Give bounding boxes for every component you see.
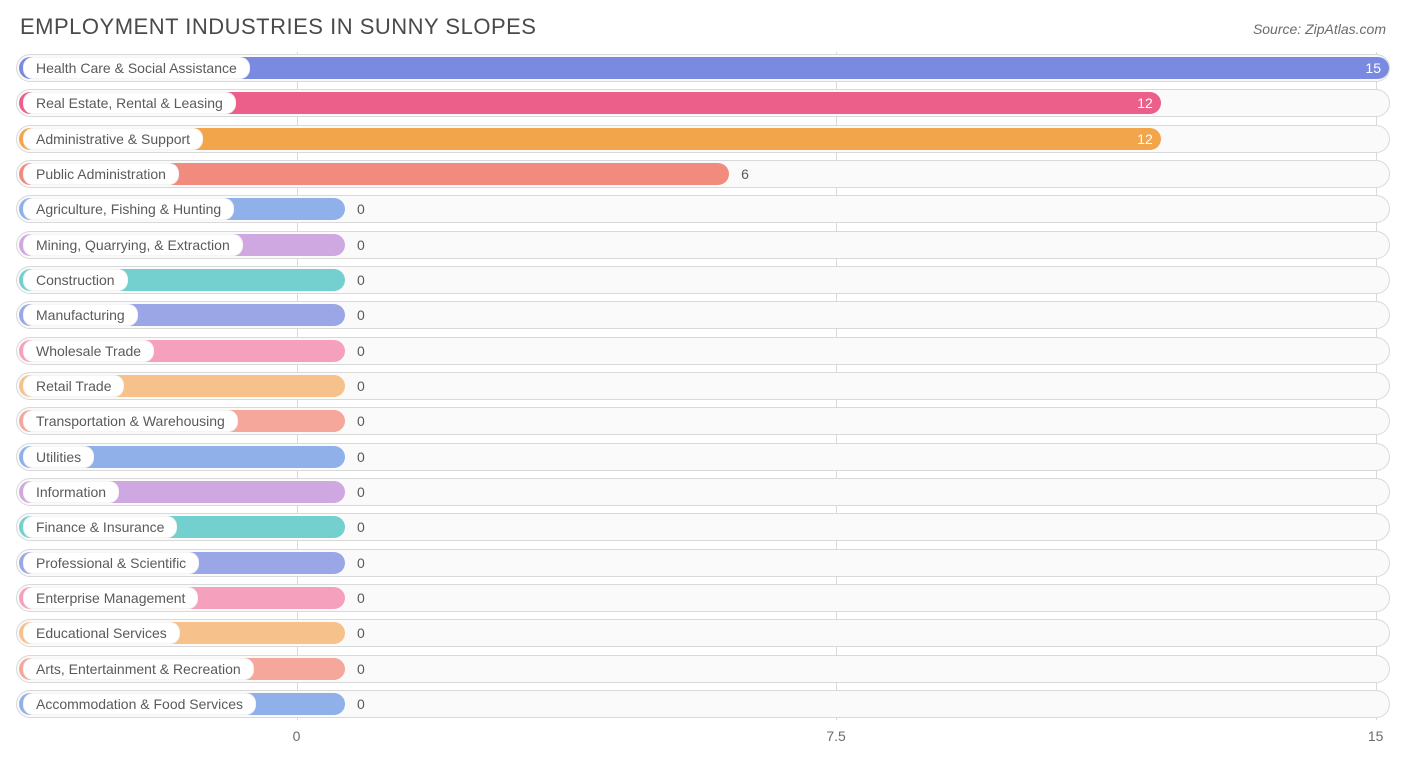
bar-track: 0 Accommodation & Food Services bbox=[16, 690, 1390, 718]
bar-track: 0 Retail Trade bbox=[16, 372, 1390, 400]
chart-x-axis: 0 7.5 15 bbox=[16, 722, 1390, 744]
bar-track: 6 Public Administration bbox=[16, 160, 1390, 188]
bar-track: 0 Manufacturing bbox=[16, 301, 1390, 329]
bar-track: 0 Professional & Scientific bbox=[16, 549, 1390, 577]
bar-value: 15 bbox=[1365, 60, 1381, 76]
bar-value: 0 bbox=[357, 237, 365, 253]
bar-track: 12 Real Estate, Rental & Leasing bbox=[16, 89, 1390, 117]
bar-value: 12 bbox=[1137, 131, 1153, 147]
chart-header: EMPLOYMENT INDUSTRIES IN SUNNY SLOPES So… bbox=[16, 14, 1390, 40]
chart-bars-region: 15 Health Care & Social Assistance 12 Real … bbox=[16, 54, 1390, 718]
bar-track: 0 Arts, Entertainment & Recreation bbox=[16, 655, 1390, 683]
bar-label: Health Care & Social Assistance bbox=[23, 57, 250, 79]
bar-value: 0 bbox=[357, 625, 365, 641]
bar-value: 0 bbox=[357, 590, 365, 606]
bar-track: 0 Utilities bbox=[16, 443, 1390, 471]
chart-area: 15 Health Care & Social Assistance 12 Real … bbox=[16, 54, 1390, 744]
chart-title: EMPLOYMENT INDUSTRIES IN SUNNY SLOPES bbox=[20, 14, 536, 40]
chart-source: Source: ZipAtlas.com bbox=[1253, 21, 1386, 37]
bar-label: Accommodation & Food Services bbox=[23, 693, 256, 715]
bar-track: 0 Wholesale Trade bbox=[16, 337, 1390, 365]
bar-track: 12 Administrative & Support bbox=[16, 125, 1390, 153]
bar-label: Transportation & Warehousing bbox=[23, 410, 238, 432]
bar-value: 0 bbox=[357, 449, 365, 465]
bar-track: 0 Information bbox=[16, 478, 1390, 506]
x-axis-tick: 0 bbox=[293, 728, 301, 744]
bar-label: Administrative & Support bbox=[23, 128, 203, 150]
bar-track: 0 Enterprise Management bbox=[16, 584, 1390, 612]
bar-value: 0 bbox=[357, 413, 365, 429]
bar-value: 0 bbox=[357, 661, 365, 677]
bar-value: 12 bbox=[1137, 95, 1153, 111]
bar-label: Utilities bbox=[23, 446, 94, 468]
bar-label: Agriculture, Fishing & Hunting bbox=[23, 198, 234, 220]
bar-track: 0 Construction bbox=[16, 266, 1390, 294]
bar-label: Information bbox=[23, 481, 119, 503]
bar-track: 0 Transportation & Warehousing bbox=[16, 407, 1390, 435]
bar-label: Construction bbox=[23, 269, 128, 291]
bar-label: Retail Trade bbox=[23, 375, 124, 397]
bar-value: 0 bbox=[357, 555, 365, 571]
bar-label: Mining, Quarrying, & Extraction bbox=[23, 234, 243, 256]
bar-track: 15 Health Care & Social Assistance bbox=[16, 54, 1390, 82]
bar-track: 0 Finance & Insurance bbox=[16, 513, 1390, 541]
bar-track: 0 Agriculture, Fishing & Hunting bbox=[16, 195, 1390, 223]
bar-label: Wholesale Trade bbox=[23, 340, 154, 362]
bar-value: 0 bbox=[357, 201, 365, 217]
bar-value: 0 bbox=[357, 307, 365, 323]
bar-value: 0 bbox=[357, 272, 365, 288]
bar-label: Finance & Insurance bbox=[23, 516, 177, 538]
bar-track: 0 Mining, Quarrying, & Extraction bbox=[16, 231, 1390, 259]
bar-label: Arts, Entertainment & Recreation bbox=[23, 658, 254, 680]
bar-label: Enterprise Management bbox=[23, 587, 198, 609]
bar-value: 0 bbox=[357, 484, 365, 500]
bar-track: 0 Educational Services bbox=[16, 619, 1390, 647]
bar-value: 6 bbox=[741, 166, 749, 182]
x-axis-tick: 7.5 bbox=[826, 728, 845, 744]
x-axis-tick: 15 bbox=[1368, 728, 1384, 744]
bar-value: 0 bbox=[357, 378, 365, 394]
bar-value: 0 bbox=[357, 519, 365, 535]
bar-label: Professional & Scientific bbox=[23, 552, 199, 574]
bar-value: 0 bbox=[357, 343, 365, 359]
bar-label: Manufacturing bbox=[23, 304, 138, 326]
bar-label: Real Estate, Rental & Leasing bbox=[23, 92, 236, 114]
bar-value: 0 bbox=[357, 696, 365, 712]
bar-label: Educational Services bbox=[23, 622, 180, 644]
bar-label: Public Administration bbox=[23, 163, 179, 185]
